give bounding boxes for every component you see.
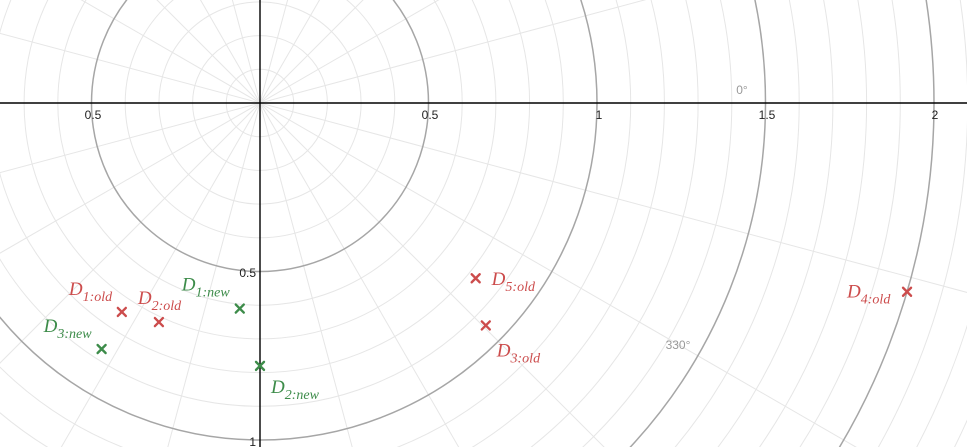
data-point: D1:new xyxy=(181,275,245,314)
x-tick-label: 1 xyxy=(596,108,603,122)
data-point: D3:old xyxy=(480,320,541,366)
radial-grid-circle xyxy=(799,0,901,447)
data-point: D1:old xyxy=(68,279,128,318)
point-marker xyxy=(234,303,245,314)
point-marker xyxy=(254,360,266,372)
point-label: D3:old xyxy=(496,340,541,366)
data-point: D2:old xyxy=(137,288,182,328)
x-tick-label: 0.5 xyxy=(422,108,439,122)
point-marker xyxy=(96,343,107,355)
radial-grid-circle xyxy=(674,0,800,447)
radial-grid-circle xyxy=(0,0,531,374)
point-label: D2:old xyxy=(137,288,182,314)
point-label: D1:old xyxy=(68,279,113,305)
y-tick-label: 0.5 xyxy=(239,266,256,280)
radial-grid-circle xyxy=(0,0,632,447)
point-label: D1:new xyxy=(181,275,231,301)
data-point: D2:new xyxy=(254,360,320,403)
point-label: D3:new xyxy=(43,316,93,342)
angle-label: 330° xyxy=(666,338,691,352)
point-marker xyxy=(153,316,165,328)
point-marker xyxy=(116,306,128,318)
x-tick-label: 0.5 xyxy=(85,108,102,122)
point-label: D4:old xyxy=(846,282,891,308)
point-marker xyxy=(901,286,913,297)
data-points: D1:old D2:old D3:old D4:old D5:old D1:new D2:n… xyxy=(43,269,913,403)
radial-grid-circle xyxy=(582,0,733,447)
point-label: D2:new xyxy=(270,377,320,403)
point-marker xyxy=(470,273,481,284)
x-tick-label: 2 xyxy=(932,108,939,122)
y-tick-label: 1 xyxy=(249,435,256,447)
tick-labels: 0.5 0.5 1 1.5 2 0.5 1 0° 330° xyxy=(85,83,939,447)
angle-label: 0° xyxy=(736,83,748,97)
data-point: D5:old xyxy=(470,269,536,295)
point-marker xyxy=(480,320,491,331)
radial-grid-circle xyxy=(530,0,699,447)
point-label: D5:old xyxy=(491,269,536,295)
x-tick-label: 1.5 xyxy=(759,108,776,122)
data-point: D3:new xyxy=(43,316,107,355)
major-radial-circle xyxy=(0,0,598,441)
data-point: D4:old xyxy=(846,282,913,308)
